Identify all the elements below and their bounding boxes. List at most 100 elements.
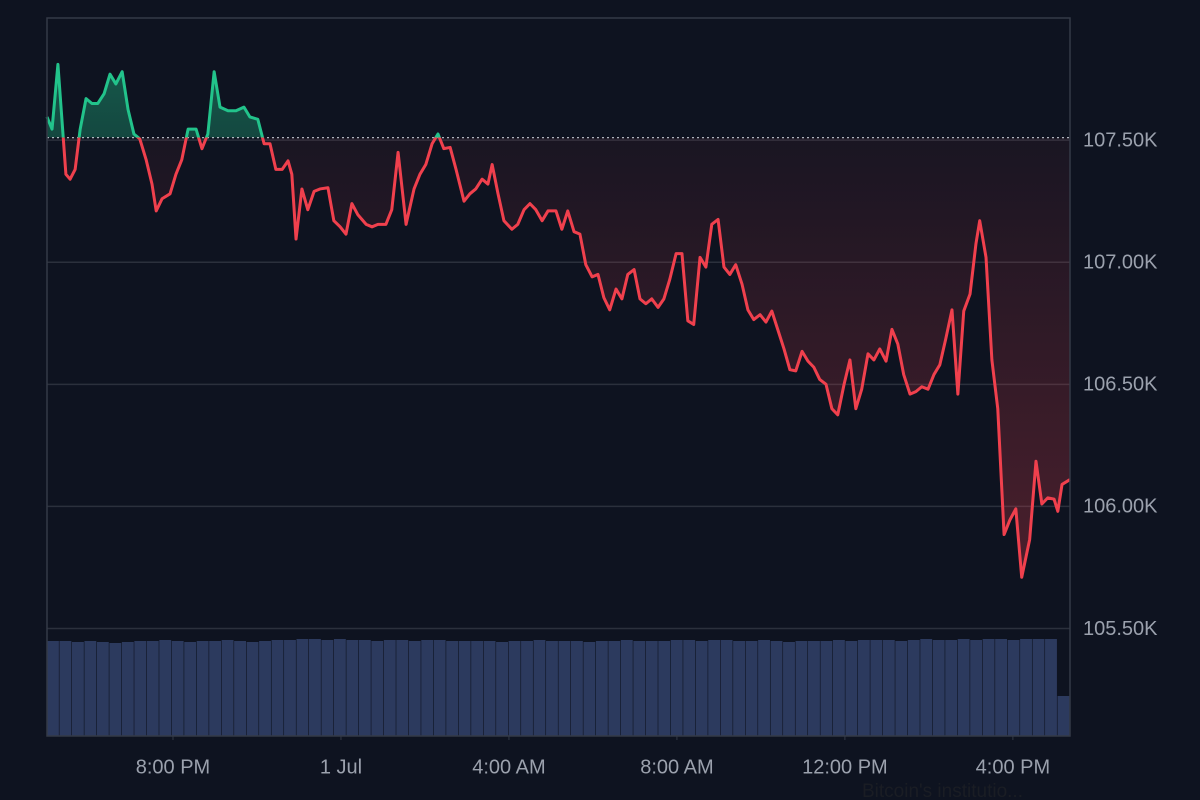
volume-bar (970, 640, 983, 736)
volume-bar (421, 640, 434, 736)
price-line (45, 62, 1071, 579)
volume-bar (645, 641, 658, 736)
x-tick-label: 1 Jul (320, 756, 362, 778)
volume-bar (483, 641, 496, 736)
volume-bar (633, 641, 646, 736)
volume-bar (1007, 640, 1020, 736)
volume-bar (271, 640, 284, 736)
volume-pane (47, 639, 1070, 736)
y-tick-label: 107.50K (1083, 129, 1158, 151)
volume-bar (284, 640, 296, 736)
volume-bar (882, 640, 895, 736)
volume-bar (795, 641, 808, 736)
volume-bar (333, 639, 346, 736)
volume-bar (820, 641, 833, 736)
x-tick-label: 8:00 AM (640, 756, 713, 778)
plot-frame (46, 17, 1071, 737)
volume-bar (957, 639, 970, 736)
volume-bar (296, 639, 309, 736)
volume-bar (745, 641, 758, 736)
volume-bar (71, 642, 84, 736)
volume-bar (1057, 696, 1070, 736)
volume-bar (620, 640, 633, 736)
volume-bar (146, 641, 159, 736)
volume-bar (508, 641, 521, 736)
volume-bar (608, 641, 621, 736)
volume-bar (358, 640, 371, 736)
volume-bar (708, 640, 721, 736)
volume-bar (1020, 639, 1032, 736)
volume-bar (433, 640, 446, 736)
annotation: Bitcoin's institutio... (862, 781, 1023, 800)
y-tick-label: 105.50K (1083, 618, 1158, 640)
volume-bar (371, 641, 384, 736)
volume-bar (346, 640, 359, 736)
volume-bar (234, 641, 247, 736)
volume-bar (570, 641, 583, 736)
volume-bar (783, 642, 795, 736)
volume-bar (770, 641, 783, 736)
volume-bar (695, 641, 708, 736)
volume-bar (995, 639, 1008, 736)
area-fill (47, 64, 1070, 578)
volume-bar (546, 641, 558, 736)
volume-bar (184, 642, 197, 736)
volume-bar (832, 640, 845, 736)
volume-bar (134, 641, 147, 736)
volume-bar (945, 640, 958, 736)
volume-bar (396, 640, 409, 736)
volume-bar (845, 641, 858, 736)
y-tick-label: 107.00K (1083, 251, 1158, 273)
volume-bar (521, 641, 533, 736)
volume-bar (259, 641, 271, 736)
volume-bar (221, 640, 234, 736)
x-tick-label: 4:00 PM (976, 756, 1050, 778)
volume-bar (982, 639, 995, 736)
volume-bar (47, 641, 59, 736)
volume-bar (670, 640, 683, 736)
volume-bar (59, 641, 72, 736)
volume-bar (321, 640, 334, 736)
volume-bar (895, 641, 908, 736)
x-tick-label: 12:00 PM (802, 756, 888, 778)
volume-bar (683, 640, 696, 736)
volume-bar (308, 639, 321, 736)
y-tick-label: 106.00K (1083, 496, 1158, 518)
volume-bar (857, 640, 870, 736)
volume-bar (720, 640, 733, 736)
volume-bar (932, 640, 945, 736)
volume-bar (658, 641, 671, 736)
volume-bar (196, 641, 209, 736)
volume-bar (84, 641, 97, 736)
x-tick-label: 4:00 AM (472, 756, 545, 778)
y-tick-label: 106.50K (1083, 374, 1158, 396)
volume-bar (920, 639, 933, 736)
volume-bar (870, 640, 883, 736)
volume-bar (533, 640, 546, 736)
volume-bar (1045, 639, 1057, 736)
volume-bar (907, 640, 920, 736)
volume-bar (583, 642, 596, 736)
volume-bar (1032, 639, 1045, 736)
volume-bar (758, 640, 770, 736)
volume-bar (246, 642, 259, 736)
volume-bar (471, 641, 484, 736)
plot (45, 62, 1071, 579)
x-tick-label: 8:00 PM (136, 756, 210, 778)
volume-bar (595, 641, 608, 736)
volume-bar (109, 643, 122, 736)
volume-bar (383, 640, 396, 736)
volume-bar (446, 641, 459, 736)
volume-bar (96, 642, 109, 736)
volume-bar (209, 641, 222, 736)
volume-bar (171, 641, 184, 736)
volume-bar (496, 642, 508, 736)
volume-bar (558, 641, 571, 736)
volume-bar (808, 641, 820, 736)
volume-bar (458, 641, 471, 736)
volume-bar (733, 641, 746, 736)
volume-bar (159, 640, 172, 736)
volume-bar (121, 642, 134, 736)
